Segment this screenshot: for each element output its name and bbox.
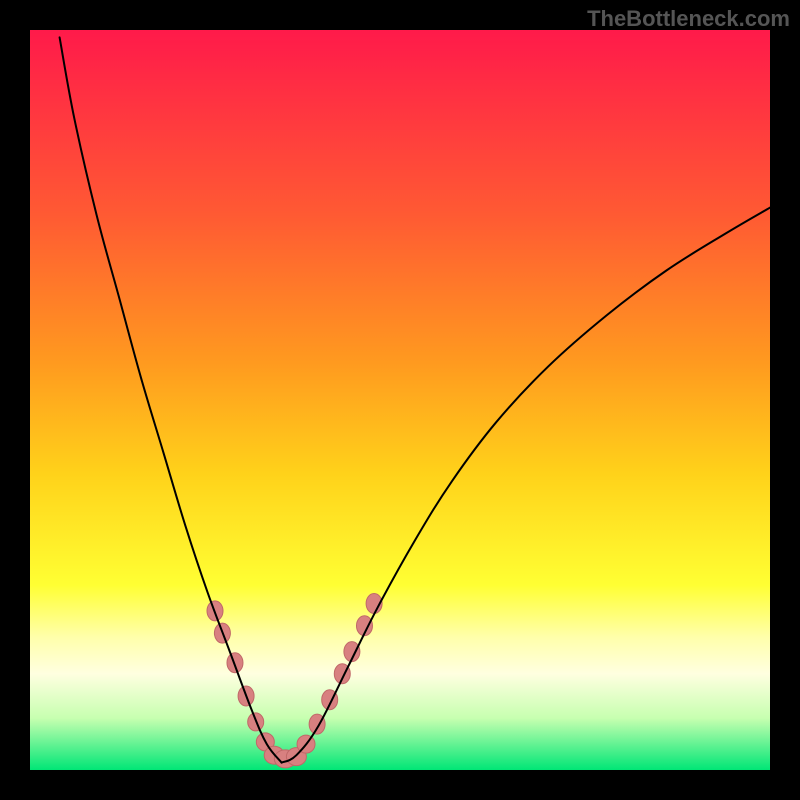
chart-container: TheBottleneck.com xyxy=(0,0,800,800)
bottleneck-chart xyxy=(0,0,800,800)
plot-area xyxy=(30,30,770,770)
